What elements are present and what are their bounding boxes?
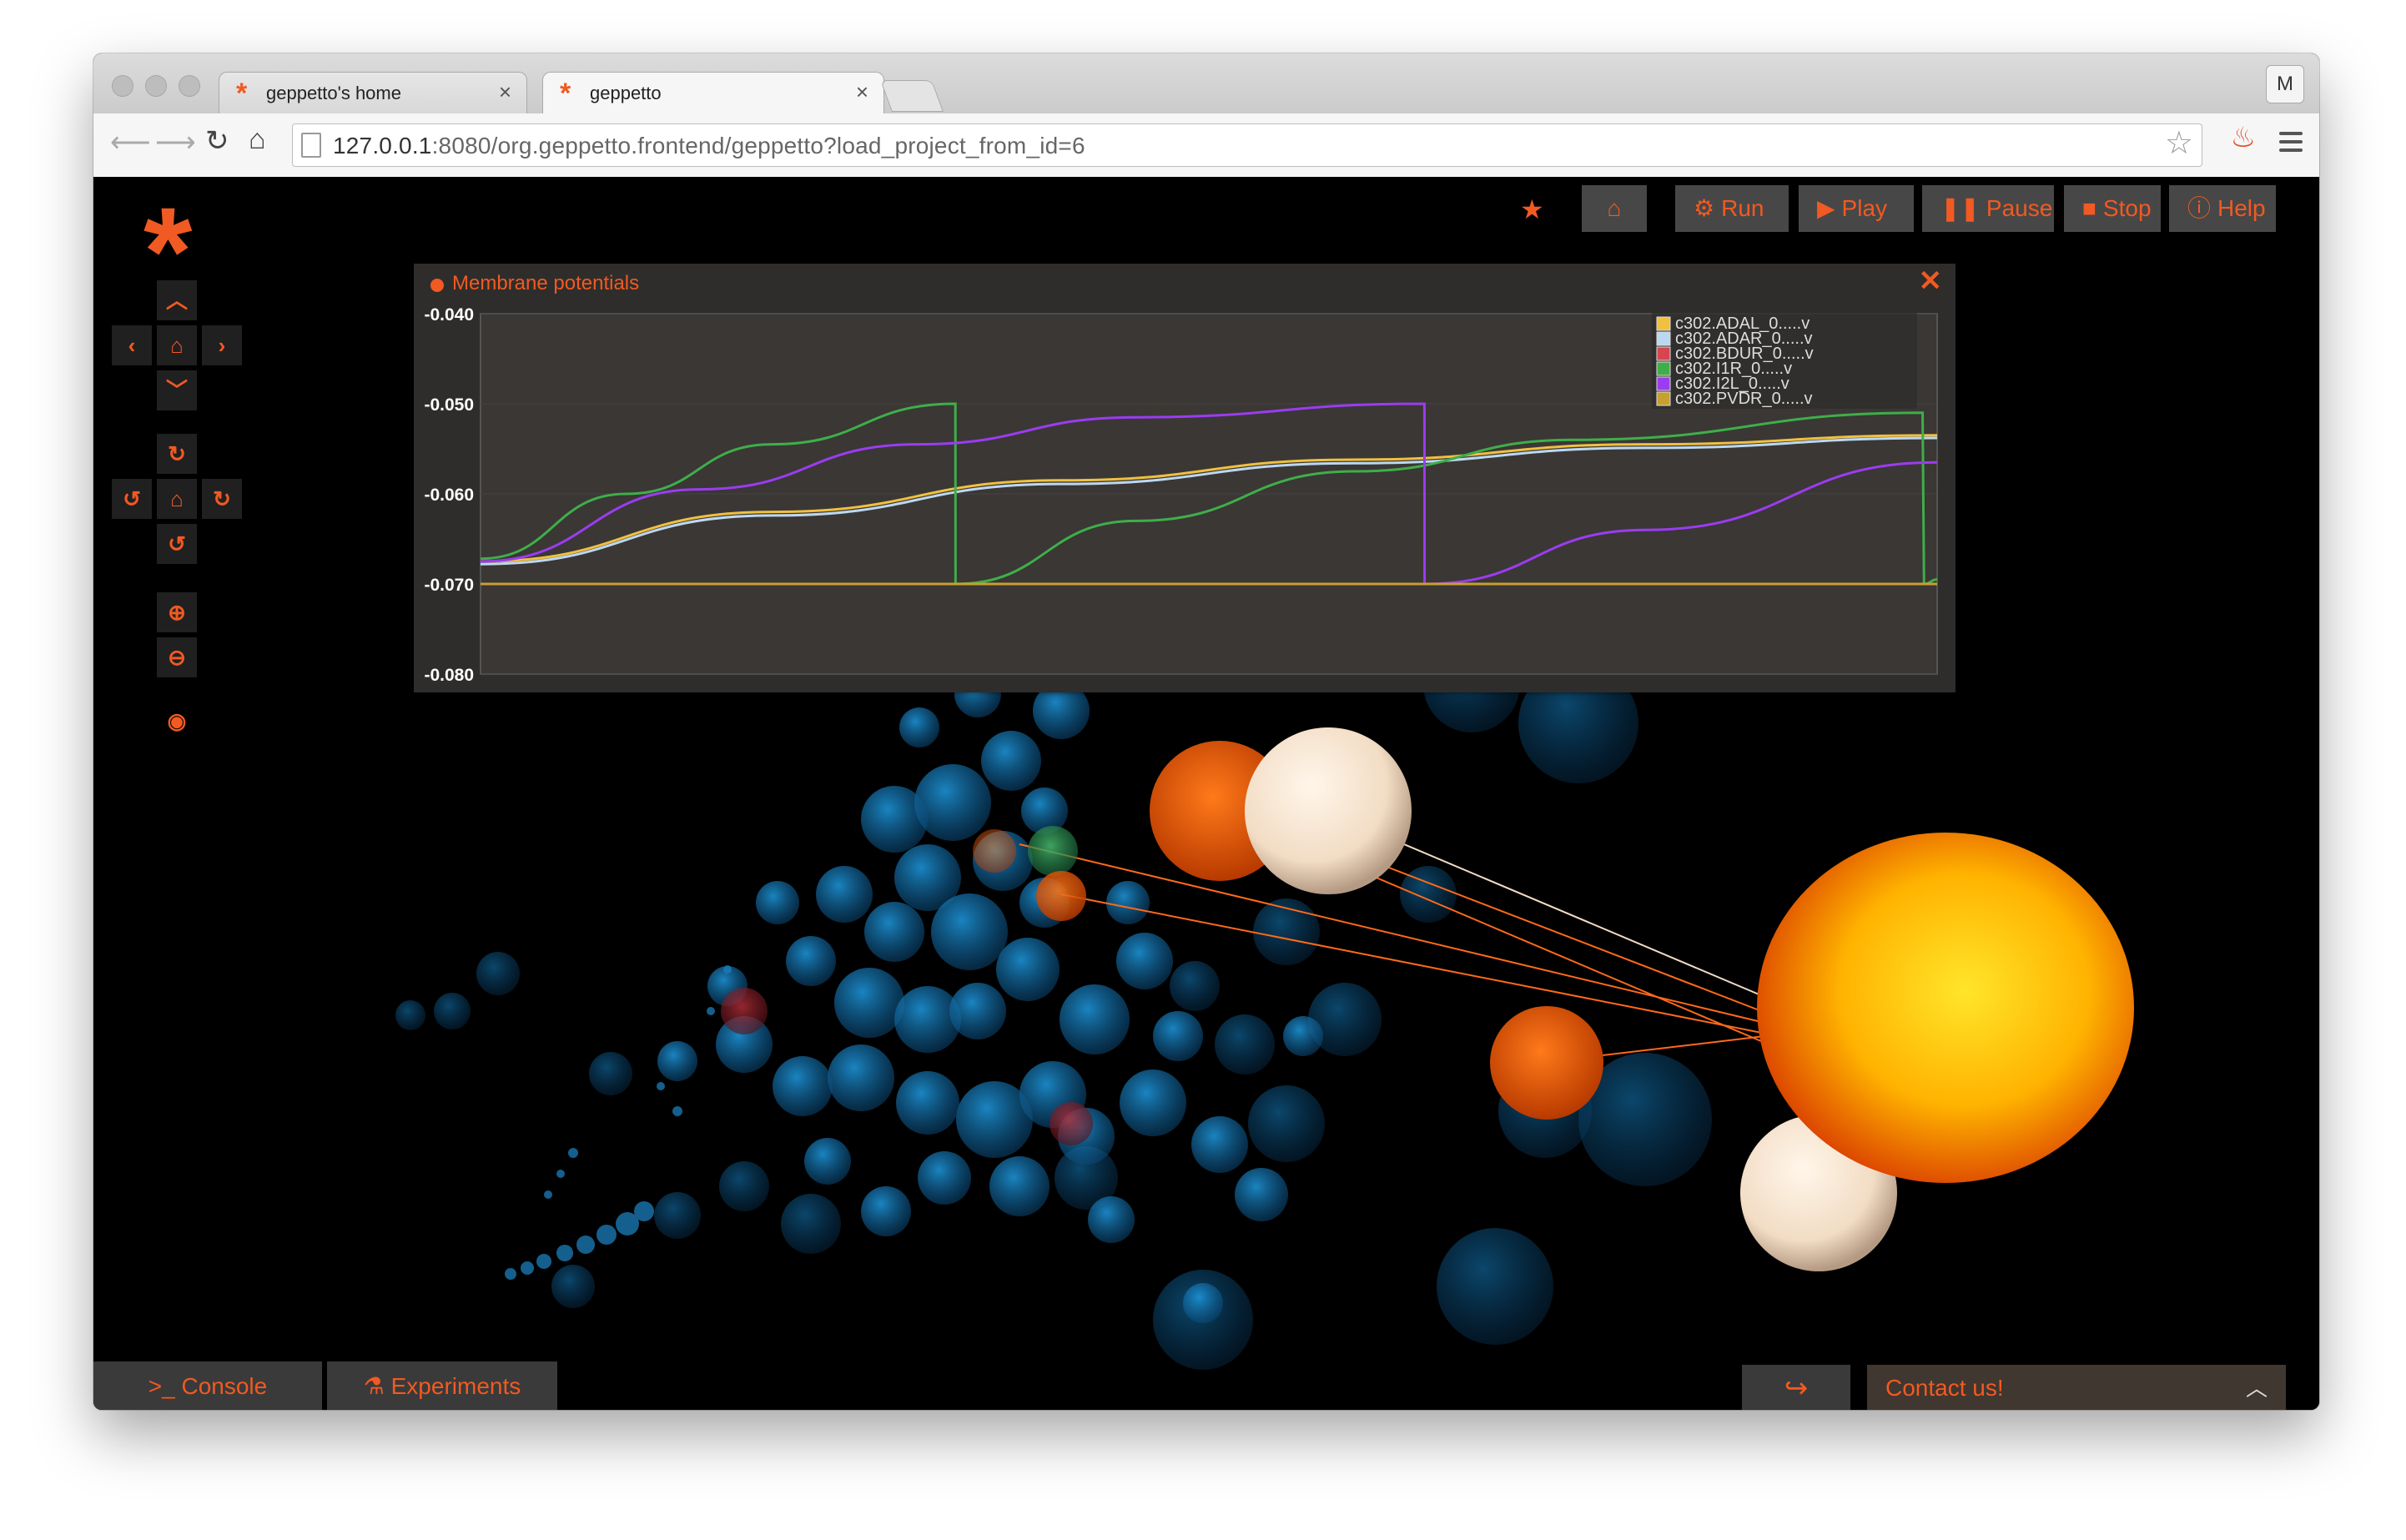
profile-button[interactable]: M: [2266, 65, 2304, 103]
pan-up-button[interactable]: ︿: [157, 280, 197, 320]
pause-button[interactable]: ❚❚ Pause: [1922, 185, 2054, 232]
tab-strip: * geppetto's home × * geppetto × M: [93, 53, 2319, 113]
new-tab-button[interactable]: [880, 80, 944, 112]
tab-close-icon[interactable]: ×: [498, 79, 511, 104]
series-line-3: [480, 402, 1938, 586]
browser-window: * geppetto's home × * geppetto × M ⟵ ⟶ ↻…: [93, 53, 2319, 1410]
address-bar[interactable]: 127.0.0.1:8080/org.geppetto.frontend/gep…: [292, 123, 2202, 167]
legend-swatch: [1656, 391, 1671, 406]
extension-flame-icon[interactable]: ♨: [2230, 122, 2256, 153]
minimize-window-button[interactable]: [145, 75, 167, 97]
close-window-button[interactable]: [112, 75, 133, 97]
legend-swatch: [1656, 361, 1671, 376]
play-icon: ▶: [1817, 195, 1835, 221]
legend-label: c302.I2L_0.....v: [1675, 375, 1789, 393]
share-button[interactable]: ↪: [1742, 1365, 1850, 1410]
geppetto-favicon-icon: *: [236, 78, 248, 109]
play-button[interactable]: ▶ Play: [1799, 185, 1914, 232]
github-icon[interactable]: ◉: [167, 708, 187, 733]
experiments-tab[interactable]: ⚗ Experiments: [327, 1361, 557, 1410]
widget-close-icon[interactable]: ✕: [1918, 265, 1943, 297]
tab-close-icon[interactable]: ×: [855, 79, 868, 104]
membrane-potential-chart[interactable]: -0.040 -0.050 -0.060 -0.070 -0.080 c302.ADAL_…: [414, 264, 1956, 692]
legend-background: [1652, 310, 1917, 409]
info-icon: ⓘ: [2187, 195, 2212, 221]
y-tick-label: -0.040: [424, 305, 474, 325]
pan-home-button[interactable]: ⌂: [157, 325, 197, 365]
share-arrow-icon: ↪: [1784, 1372, 1809, 1404]
legend-swatch: [1656, 331, 1671, 346]
y-tick-label: -0.050: [424, 395, 474, 415]
rotate-left-button[interactable]: ↺: [112, 479, 152, 519]
rotate-home-button[interactable]: ⌂: [157, 479, 197, 519]
series-line-0: [480, 434, 1938, 563]
bookmark-star-icon[interactable]: ☆: [2164, 126, 2193, 161]
browser-toolbar: ⟵ ⟶ ↻ ⌂ 127.0.0.1:8080/org.geppetto.fron…: [93, 113, 2319, 178]
y-tick-label: -0.070: [424, 576, 474, 595]
legend-label: c302.I1R_0.....v: [1675, 360, 1792, 378]
widget-title: Membrane potentials: [452, 272, 640, 294]
favorite-star-icon[interactable]: ★: [1520, 194, 1544, 224]
y-tick-label: -0.060: [424, 486, 474, 505]
browser-menu-icon[interactable]: [2279, 132, 2303, 157]
url-text[interactable]: 127.0.0.1:8080/org.geppetto.frontend/gep…: [333, 133, 1085, 159]
contact-us-button[interactable]: Contact us! ︿: [1867, 1365, 2286, 1410]
legend-swatch: [1656, 316, 1671, 331]
plot-widget[interactable]: Membrane potentials ✕ -0.040 -0.050 -0.060…: [414, 264, 1956, 692]
geppetto-favicon-icon: *: [560, 78, 571, 109]
pan-down-button[interactable]: ﹀: [157, 370, 197, 410]
console-tab[interactable]: >_ Console: [93, 1361, 322, 1410]
home-icon[interactable]: ⌂: [249, 123, 266, 155]
pan-right-button[interactable]: ›: [202, 325, 242, 365]
zoom-out-button[interactable]: ⊖: [157, 637, 197, 677]
tab-title: geppetto: [590, 83, 662, 103]
reload-icon[interactable]: ↻: [205, 125, 229, 157]
forward-arrow-icon[interactable]: ⟶: [155, 127, 196, 159]
rotate-down-button[interactable]: ↺: [157, 524, 197, 564]
rotate-up-button[interactable]: ↻: [157, 434, 197, 474]
chevron-up-icon: ︿: [2245, 1376, 2268, 1401]
neuron-3d-scene[interactable]: [93, 177, 2319, 1410]
home-icon: ⌂: [1607, 195, 1622, 221]
zoom-in-button[interactable]: ⊕: [157, 592, 197, 632]
legend-label: c302.PVDR_0.....v: [1675, 390, 1813, 408]
zoom-window-button[interactable]: [179, 75, 200, 97]
rotate-right-button[interactable]: ↻: [202, 479, 242, 519]
legend-swatch: [1656, 346, 1671, 361]
y-tick-label: -0.080: [424, 666, 474, 685]
geppetto-canvas[interactable]: * ︿ ‹ ⌂ › ﹀ ↻ ↺ ⌂ ↻ ↺ ⊕ ⊖ ◉ ★ ⌂ ⚙ Run ▶ Pl…: [93, 177, 2319, 1410]
stop-icon: ■: [2082, 195, 2096, 221]
terminal-icon: >_: [148, 1373, 182, 1399]
pan-left-button[interactable]: ‹: [112, 325, 152, 365]
legend-swatch: [1656, 376, 1671, 391]
legend-label: c302.ADAR_0.....v: [1675, 330, 1813, 348]
tab-title: geppetto's home: [266, 83, 401, 103]
home-button[interactable]: ⌂: [1582, 185, 1647, 232]
tab-geppettos-home[interactable]: * geppetto's home ×: [219, 72, 527, 113]
stop-button[interactable]: ■ Stop: [2064, 185, 2161, 232]
flask-icon: ⚗: [363, 1373, 391, 1399]
series-line-4: [480, 402, 1938, 586]
back-arrow-icon[interactable]: ⟵: [110, 127, 151, 159]
pause-icon: ❚❚: [1940, 195, 1980, 221]
series-line-1: [480, 436, 1938, 566]
help-button[interactable]: ⓘ Help: [2169, 185, 2276, 232]
gears-icon: ⚙: [1694, 195, 1715, 221]
legend-label: c302.ADAL_0.....v: [1675, 315, 1810, 333]
widget-status-dot-icon: [430, 279, 444, 292]
run-button[interactable]: ⚙ Run: [1675, 185, 1789, 232]
legend-label: c302.BDUR_0.....v: [1675, 345, 1814, 363]
tab-geppetto[interactable]: * geppetto ×: [542, 72, 884, 113]
page-icon: [301, 133, 321, 158]
